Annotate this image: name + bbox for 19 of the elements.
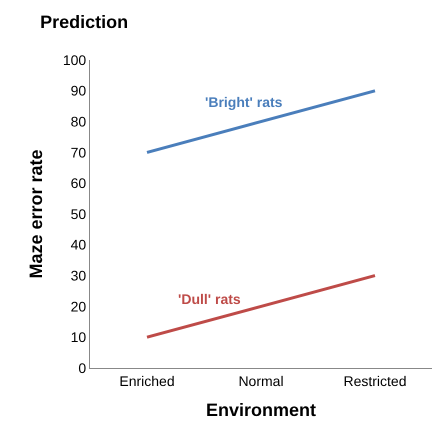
- y-tick-label: 40: [70, 236, 86, 253]
- y-tick-label: 0: [78, 360, 86, 376]
- y-tick-label: 90: [70, 82, 86, 99]
- y-axis-title: Maze error rate: [26, 149, 46, 279]
- series-label: 'Bright' rats: [205, 94, 283, 110]
- x-tick-label: Normal: [238, 372, 284, 389]
- x-axis-title: Environment: [206, 400, 316, 420]
- y-tick-label: 60: [70, 175, 86, 192]
- y-tick-label: 50: [70, 206, 86, 222]
- y-tick-label: 10: [70, 329, 86, 346]
- x-tick-label: Restricted: [343, 372, 407, 389]
- y-tick-label: 80: [70, 114, 86, 130]
- y-tick-label: 30: [70, 268, 86, 284]
- chart-title: Prediction: [40, 12, 128, 32]
- series-label: 'Dull' rats: [178, 291, 241, 307]
- x-tick-label: Enriched: [119, 372, 175, 389]
- y-tick-label: 70: [70, 144, 86, 160]
- y-tick-label: 20: [70, 298, 86, 314]
- y-tick-label: 100: [62, 52, 86, 68]
